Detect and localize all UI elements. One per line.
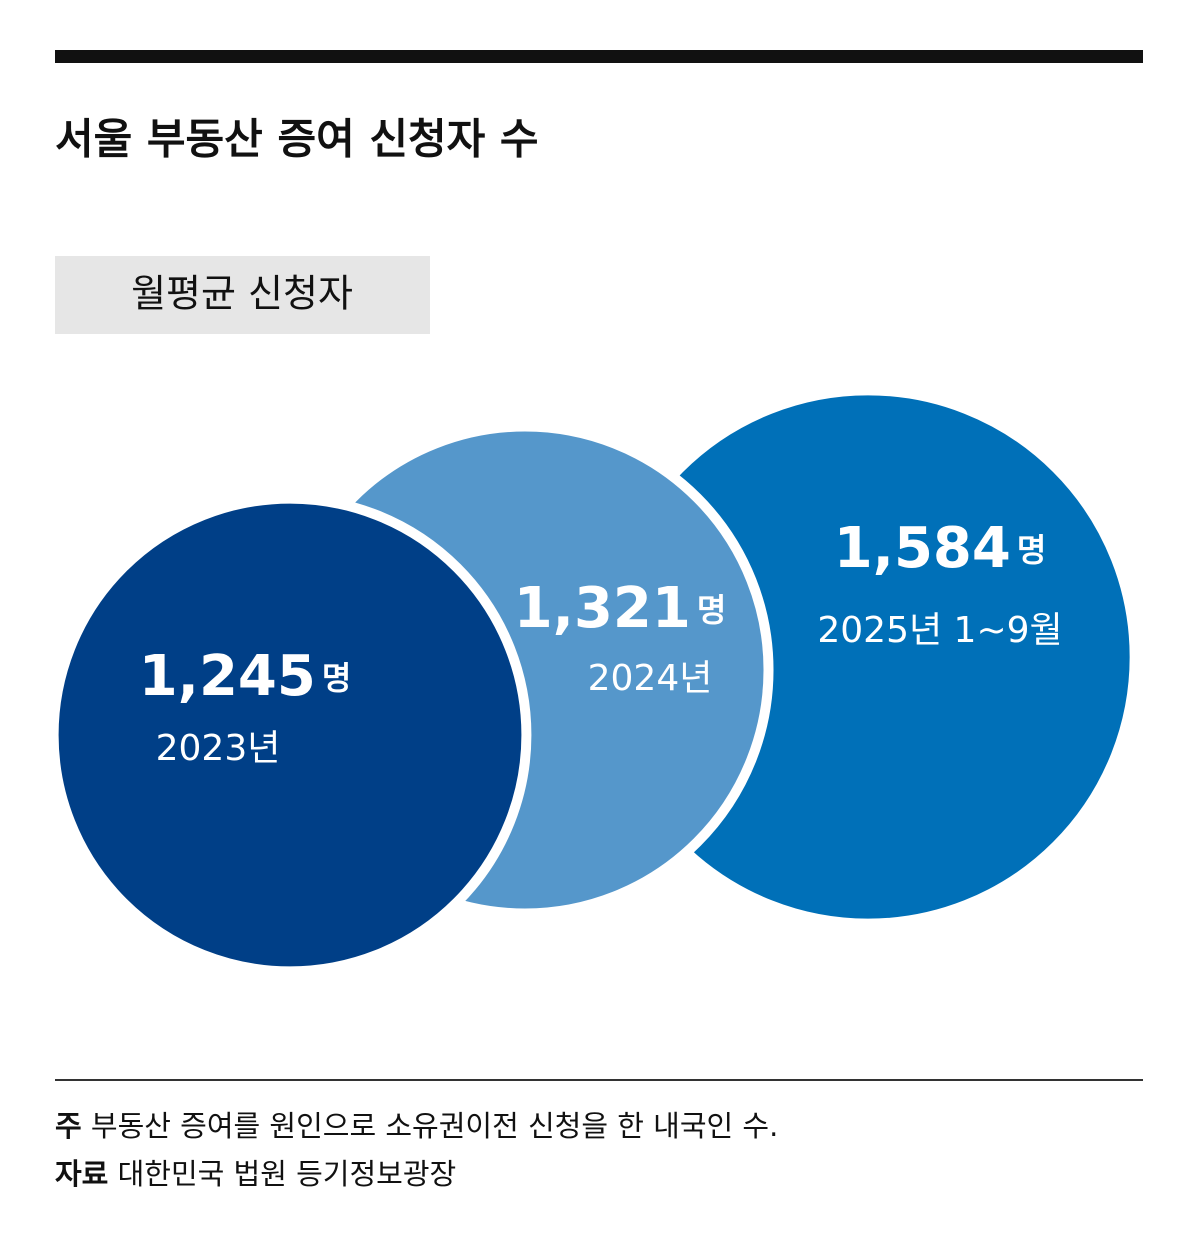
note-label: 주: [55, 1109, 82, 1143]
source-text: 대한민국 법원 등기정보광장: [118, 1157, 457, 1191]
chart-title: 서울 부동산 증여 신청자 수: [55, 115, 539, 164]
source: 자료 대한민국 법원 등기정보광장: [55, 1157, 456, 1191]
value-label: 1,245 명: [139, 644, 352, 709]
value-unit: 명: [697, 591, 726, 629]
category-label: 2023년: [156, 728, 281, 769]
top-bar: [55, 50, 1143, 63]
value-number: 1,584: [834, 516, 1011, 581]
note-text: 부동산 증여를 원인으로 소유권이전 신청을 한 내국인 수.: [91, 1109, 778, 1143]
value-unit: 명: [322, 659, 351, 697]
value-unit: 명: [1017, 531, 1046, 569]
category-label: 2024년: [588, 658, 713, 699]
value-label: 1,321 명: [514, 576, 727, 641]
value-label: 1,584 명: [834, 516, 1047, 581]
chart-subtitle: 월평균 신청자: [131, 272, 353, 316]
source-label: 자료: [55, 1157, 108, 1191]
subtitle-box: [55, 256, 430, 334]
value-number: 1,321: [514, 576, 691, 641]
value-number: 1,245: [139, 644, 316, 709]
footnote: 주 부동산 증여를 원인으로 소유권이전 신청을 한 내국인 수.: [55, 1109, 778, 1143]
category-label: 2025년 1~9월: [817, 610, 1062, 651]
bubble: [48, 493, 532, 977]
